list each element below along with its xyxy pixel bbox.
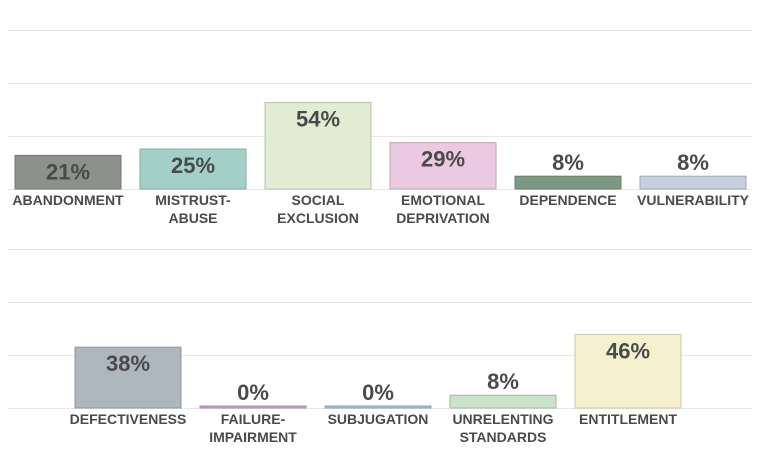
category-label-line: EXCLUSION: [277, 210, 359, 226]
category-label: VULNERABILITY: [637, 192, 750, 208]
value-label: 25%: [171, 153, 215, 178]
category-label-line: SUBJUGATION: [328, 411, 429, 427]
value-label: 54%: [296, 107, 340, 132]
bar-social-exclusion: [264, 102, 372, 190]
bar-defectiveness: [74, 346, 182, 409]
category-label: DEPENDENCE: [519, 192, 616, 208]
category-label: FAILURE- IMPAIRMENT: [209, 411, 297, 445]
category-label-line: FAILURE-: [221, 411, 286, 427]
value-label: 8%: [677, 150, 709, 175]
value-label: 21%: [46, 159, 90, 184]
category-label-line: DEFECTIVENESS: [70, 411, 187, 427]
bar-abandonment: [14, 154, 122, 190]
category-label-line: EMOTIONAL: [401, 192, 485, 208]
category-label-line: DEPENDENCE: [519, 192, 616, 208]
category-label-line: ABUSE: [168, 210, 217, 226]
bar-dependence: [514, 175, 622, 190]
category-label-line: DEPRIVATION: [396, 210, 490, 226]
bar-unrelenting-standards: [449, 394, 557, 409]
category-label: EMOTIONAL DEPRIVATION: [396, 192, 490, 226]
value-label: 38%: [106, 351, 150, 376]
category-label: SUBJUGATION: [328, 411, 429, 427]
category-label-line: ENTITLEMENT: [579, 411, 677, 427]
chart-panel-2: 38% DEFECTIVENESS 0% FAILURE- IMPAIRMENT 0% SU…: [8, 249, 752, 445]
category-label: ENTITLEMENT: [579, 411, 677, 427]
bar-vulnerability: [639, 175, 747, 190]
value-label: 0%: [237, 380, 269, 405]
category-label-line: IMPAIRMENT: [209, 429, 297, 445]
category-label-line: VULNERABILITY: [637, 192, 750, 208]
category-label-line: SOCIAL: [292, 192, 345, 208]
bar-emotional-deprivation: [389, 142, 497, 190]
category-label: UNRELENTING STANDARDS: [452, 411, 553, 445]
value-label: 46%: [606, 338, 650, 363]
category-label-line: ABANDONMENT: [12, 192, 124, 208]
category-label-line: STANDARDS: [460, 429, 547, 445]
chart-panel-1: 21% ABANDONMENT 25% MISTRUST- ABUSE 54% SOCIAL…: [8, 30, 752, 226]
category-label: DEFECTIVENESS: [70, 411, 187, 427]
bar-subjugation: [324, 405, 432, 409]
category-label-line: MISTRUST-: [155, 192, 231, 208]
category-label-line: UNRELENTING: [452, 411, 553, 427]
category-label: MISTRUST- ABUSE: [155, 192, 231, 226]
value-label: 8%: [552, 150, 584, 175]
bar-entitlement: [574, 333, 682, 409]
category-label: SOCIAL EXCLUSION: [277, 192, 359, 226]
category-label: ABANDONMENT: [12, 192, 124, 208]
bar-failure-impairment: [199, 405, 307, 409]
value-label: 29%: [421, 147, 465, 172]
bar-mistrust-abuse: [139, 148, 247, 190]
value-label: 8%: [487, 369, 519, 394]
value-label: 0%: [362, 380, 394, 405]
